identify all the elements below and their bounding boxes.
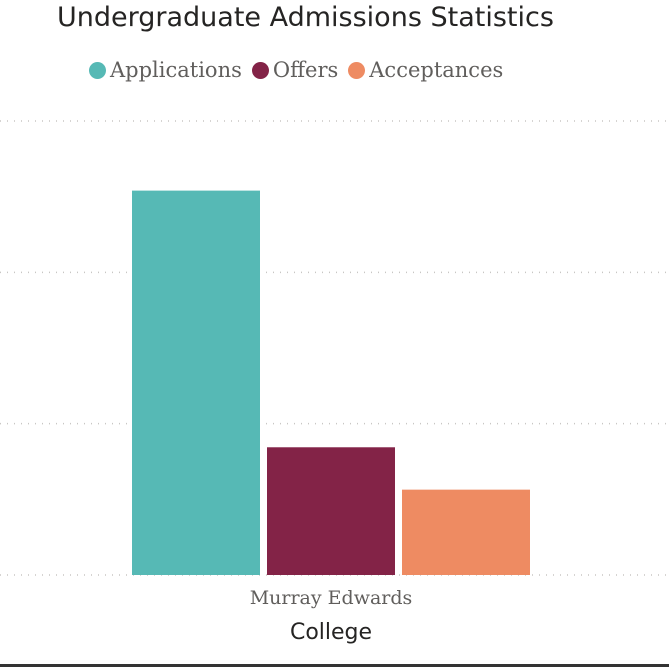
bar-applications[interactable] xyxy=(132,190,260,575)
bar-acceptances[interactable] xyxy=(402,489,530,575)
legend: Applications Offers Acceptances xyxy=(89,58,513,82)
legend-item-offers[interactable]: Offers xyxy=(251,58,339,82)
legend-marker-applications xyxy=(89,61,106,79)
legend-label-offers: Offers xyxy=(272,58,339,82)
x-axis-title: College xyxy=(290,620,372,645)
legend-marker-offers xyxy=(251,61,269,79)
bars xyxy=(132,190,530,575)
bottom-border xyxy=(0,664,669,667)
bar-offers[interactable] xyxy=(267,447,395,575)
legend-label-applications: Applications xyxy=(110,58,242,82)
legend-item-applications[interactable]: Applications xyxy=(89,58,242,82)
chart-title: Undergraduate Admissions Statistics xyxy=(57,2,554,33)
legend-marker-acceptances xyxy=(348,61,366,79)
legend-item-acceptances[interactable]: Acceptances xyxy=(348,58,503,82)
x-tick-label: Murray Edwards xyxy=(250,587,413,609)
legend-label-acceptances: Acceptances xyxy=(369,58,504,82)
